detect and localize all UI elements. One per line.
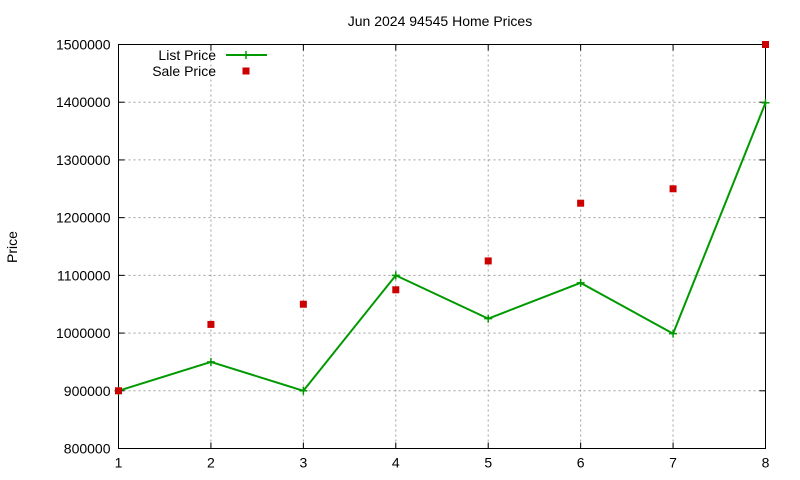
x-tick-label: 5 — [484, 455, 492, 471]
data-point-list-price — [391, 271, 400, 280]
data-point-list-price — [761, 98, 770, 107]
data-point-sale-price — [669, 185, 677, 193]
y-tick-label: 1000000 — [56, 325, 111, 341]
data-point-list-price — [484, 314, 493, 323]
y-tick-label: 1300000 — [56, 152, 111, 168]
data-point-list-price — [299, 386, 308, 395]
data-point-sale-price — [115, 387, 122, 395]
data-point-sale-price — [392, 286, 400, 294]
chart-title: Jun 2024 94545 Home Prices — [348, 13, 532, 29]
data-point-list-price — [576, 278, 585, 287]
x-tick-label: 2 — [207, 455, 215, 471]
data-point-list-price — [669, 329, 678, 338]
data-point-list-price — [206, 357, 215, 366]
x-tick-label: 3 — [299, 455, 307, 471]
grid — [118, 44, 766, 449]
series-line-list-price — [118, 102, 767, 392]
y-tick-label: 1400000 — [56, 94, 111, 110]
data-point-sale-price — [762, 41, 769, 48]
y-tick-label: 1500000 — [56, 37, 111, 53]
data-point-sale-price — [577, 199, 585, 207]
x-tick-label: 7 — [669, 455, 677, 471]
y-tick-label: 1100000 — [57, 267, 111, 283]
y-tick-label: 800000 — [64, 441, 111, 457]
data-point-sale-price — [299, 300, 307, 308]
plot-frame — [118, 44, 766, 449]
data-point-sale-price — [207, 320, 215, 328]
legend-swatch-marker — [242, 51, 250, 59]
axes: 800000 900000 1000000 1100000 1200000 1300000… — [56, 37, 770, 471]
x-tick-label: 4 — [392, 455, 400, 471]
data-point-sale-price — [484, 257, 492, 265]
y-axis-label: Price — [4, 231, 20, 263]
legend-swatch-marker — [242, 67, 250, 75]
legend-label: Sale Price — [152, 63, 216, 79]
x-tick-label: 6 — [577, 455, 585, 471]
legend-label: List Price — [158, 47, 216, 63]
x-tick-label: 8 — [762, 455, 770, 471]
y-tick-label: 900000 — [64, 383, 111, 399]
series — [114, 41, 770, 395]
y-tick-label: 1200000 — [56, 210, 111, 226]
x-tick-label: 1 — [115, 455, 123, 471]
